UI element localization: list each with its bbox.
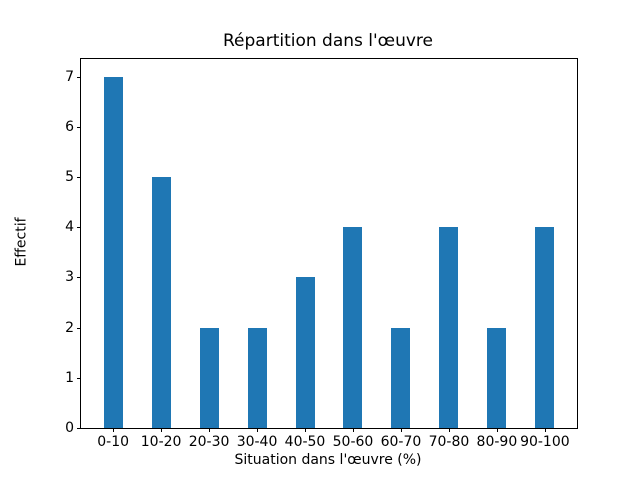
y-tick-label: 0 bbox=[65, 420, 74, 436]
bar bbox=[391, 327, 411, 428]
y-tick-label: 3 bbox=[65, 269, 74, 286]
x-tick-mark bbox=[544, 428, 546, 432]
bar bbox=[199, 327, 219, 428]
y-tick-mark bbox=[77, 377, 81, 379]
y-tick-mark bbox=[77, 176, 81, 178]
y-tick-mark bbox=[77, 428, 81, 429]
x-tick-label: 0-10 bbox=[97, 434, 130, 450]
y-tick-label: 1 bbox=[65, 369, 74, 386]
bar bbox=[535, 227, 555, 428]
x-tick-mark bbox=[113, 428, 115, 432]
bar bbox=[343, 227, 363, 428]
x-tick-mark bbox=[161, 428, 163, 432]
bar bbox=[151, 176, 171, 428]
x-tick-label: 40-50 bbox=[284, 434, 326, 450]
bar bbox=[439, 227, 459, 428]
x-tick-mark bbox=[448, 428, 450, 432]
bar bbox=[247, 327, 267, 428]
y-tick-mark bbox=[77, 327, 81, 329]
y-tick-mark bbox=[77, 277, 81, 279]
y-tick-label: 6 bbox=[65, 118, 74, 135]
y-tick-mark bbox=[77, 76, 81, 78]
x-tick-mark bbox=[352, 428, 354, 432]
x-tick-mark bbox=[305, 428, 306, 432]
bar bbox=[295, 277, 315, 428]
x-tick-label: 80-90 bbox=[476, 434, 518, 450]
x-tick-label: 90-100 bbox=[520, 434, 570, 450]
y-tick-mark bbox=[77, 227, 81, 229]
y-tick-label: 5 bbox=[65, 168, 74, 185]
chart-title: Répartition dans l'œuvre bbox=[222, 31, 433, 51]
y-tick-mark bbox=[77, 126, 81, 128]
y-tick-label: 7 bbox=[65, 68, 74, 85]
x-tick-label: 50-60 bbox=[332, 434, 374, 450]
y-tick-label: 4 bbox=[65, 219, 74, 236]
x-tick-mark bbox=[496, 428, 498, 432]
x-tick-label: 70-80 bbox=[428, 434, 470, 450]
bar bbox=[487, 327, 507, 428]
plot-area: 0-10 10-20 20-30 30-40 40-50 50-60 60-70 70-80 8… bbox=[65, 58, 578, 450]
x-axis-label: Situation dans l'œuvre (%) bbox=[234, 452, 422, 468]
x-tick-mark bbox=[400, 428, 402, 432]
x-tick-mark bbox=[209, 428, 211, 432]
x-tick-label: 60-70 bbox=[380, 434, 422, 450]
y-tick-label: 2 bbox=[65, 319, 74, 336]
x-tick-mark bbox=[257, 428, 259, 432]
bar bbox=[103, 76, 123, 428]
x-tick-label: 10-20 bbox=[140, 434, 182, 450]
x-tick-label: 20-30 bbox=[188, 434, 230, 450]
x-tick-label: 30-40 bbox=[236, 434, 278, 450]
